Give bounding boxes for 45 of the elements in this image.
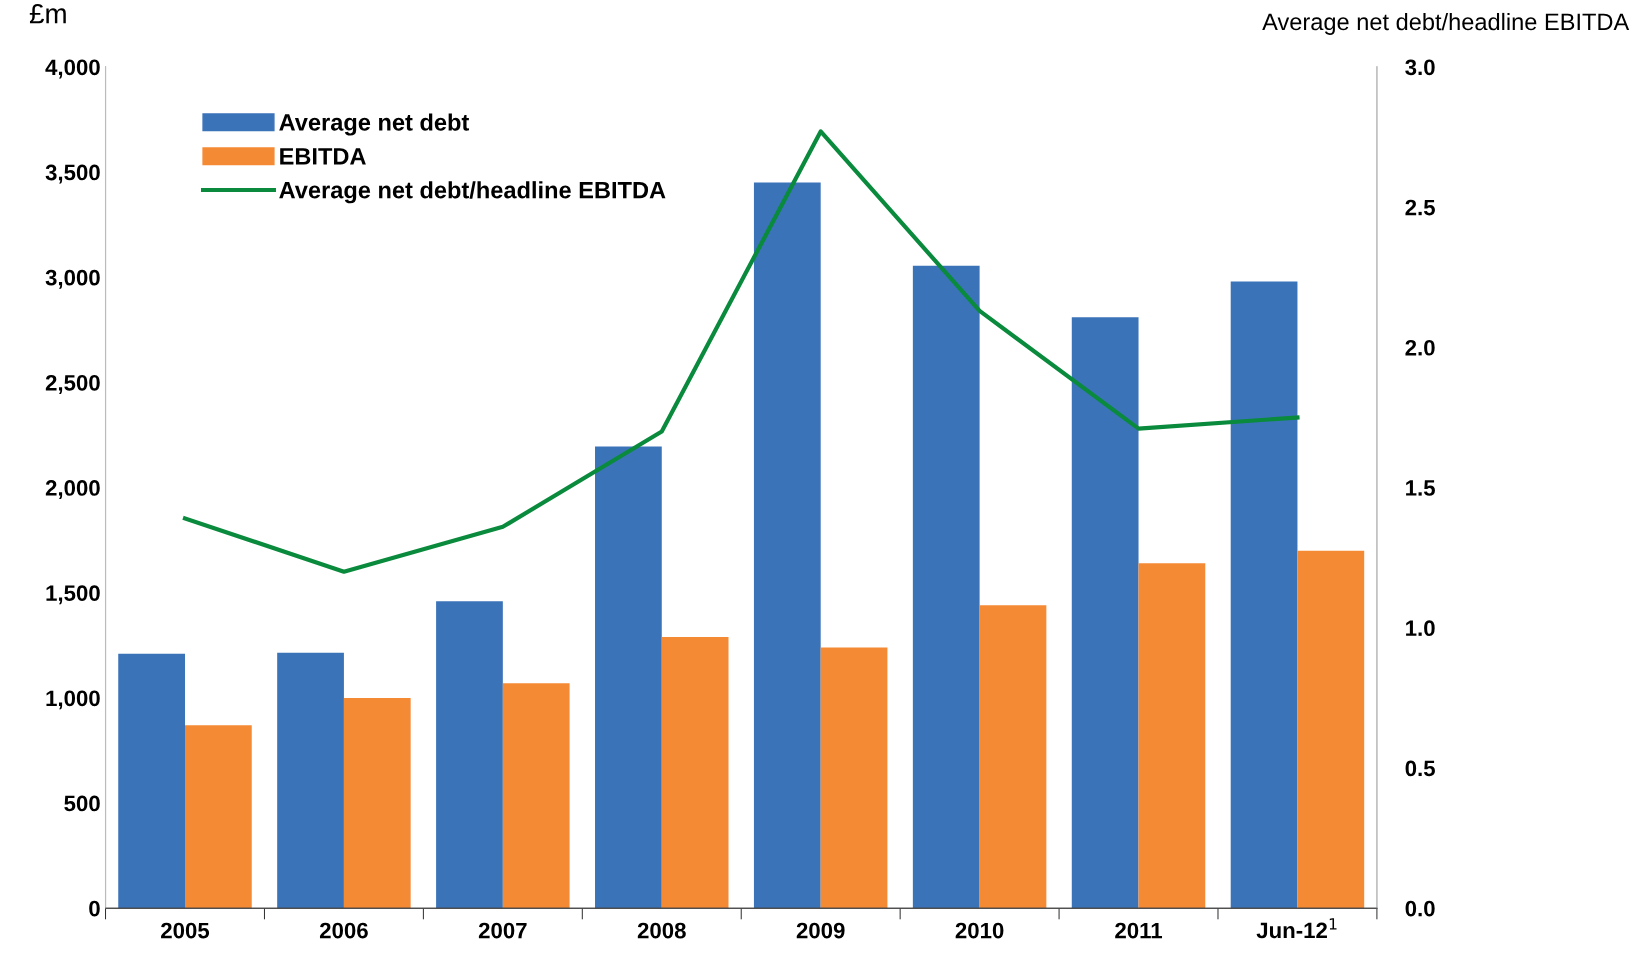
y2-tick-label: 0.0 [1405,900,1435,917]
bar [277,652,344,909]
bar [1297,550,1365,909]
x-tick-label: 2005 [161,922,210,939]
x-tick-label: 2007 [478,922,527,939]
bar [1138,563,1206,909]
y-tick-label: 2,000 [45,480,100,500]
bar [502,683,570,909]
y-tick-label: 2,500 [45,374,100,394]
y2-tick-label: 0.5 [1405,760,1435,777]
y2-tick-label: 1.5 [1406,480,1435,496]
y-tick-label: 0 [89,900,100,917]
y-axis-title: £m [29,3,66,24]
legend-label: Average net debt/headline EBITDA [279,181,666,204]
y2-tick-label: 2.0 [1405,339,1435,356]
legend-label: Average net debt [279,113,470,136]
bar [820,647,888,909]
y-tick-label: 1,500 [46,585,100,605]
y-tick-label: 500 [64,795,100,812]
legend-label: EBITDA [280,148,366,165]
bar [343,697,411,909]
y-tick-label: 3,500 [45,164,100,184]
y2-axis-title: Average net debt/headline EBITDA [1262,12,1630,35]
bar [912,265,980,909]
y2-tick-label: 1.0 [1406,620,1435,637]
bar [185,725,252,909]
y-tick-label: 3,000 [45,269,100,289]
bar [661,636,729,909]
bar [1071,317,1139,909]
bar [118,653,185,909]
x-tick-label: 2010 [955,922,1004,939]
bar [436,601,503,909]
y-tick-label: 1,000 [46,690,100,710]
bar [753,182,821,909]
x-tick-label: 2006 [319,922,368,939]
x-tick-label: 2009 [796,922,845,939]
y2-tick-label: 2.5 [1405,199,1435,216]
bar [595,446,662,909]
x-tick-label: 2008 [637,922,686,939]
x-tick-label: Jun-12$^{1}$ [1256,918,1337,939]
x-tick-label: 2011 [1115,922,1163,939]
y2-tick-label: 3.0 [1405,59,1435,76]
y-tick-label: 4,000 [45,59,100,79]
bar [979,605,1047,909]
bar [1230,281,1298,909]
